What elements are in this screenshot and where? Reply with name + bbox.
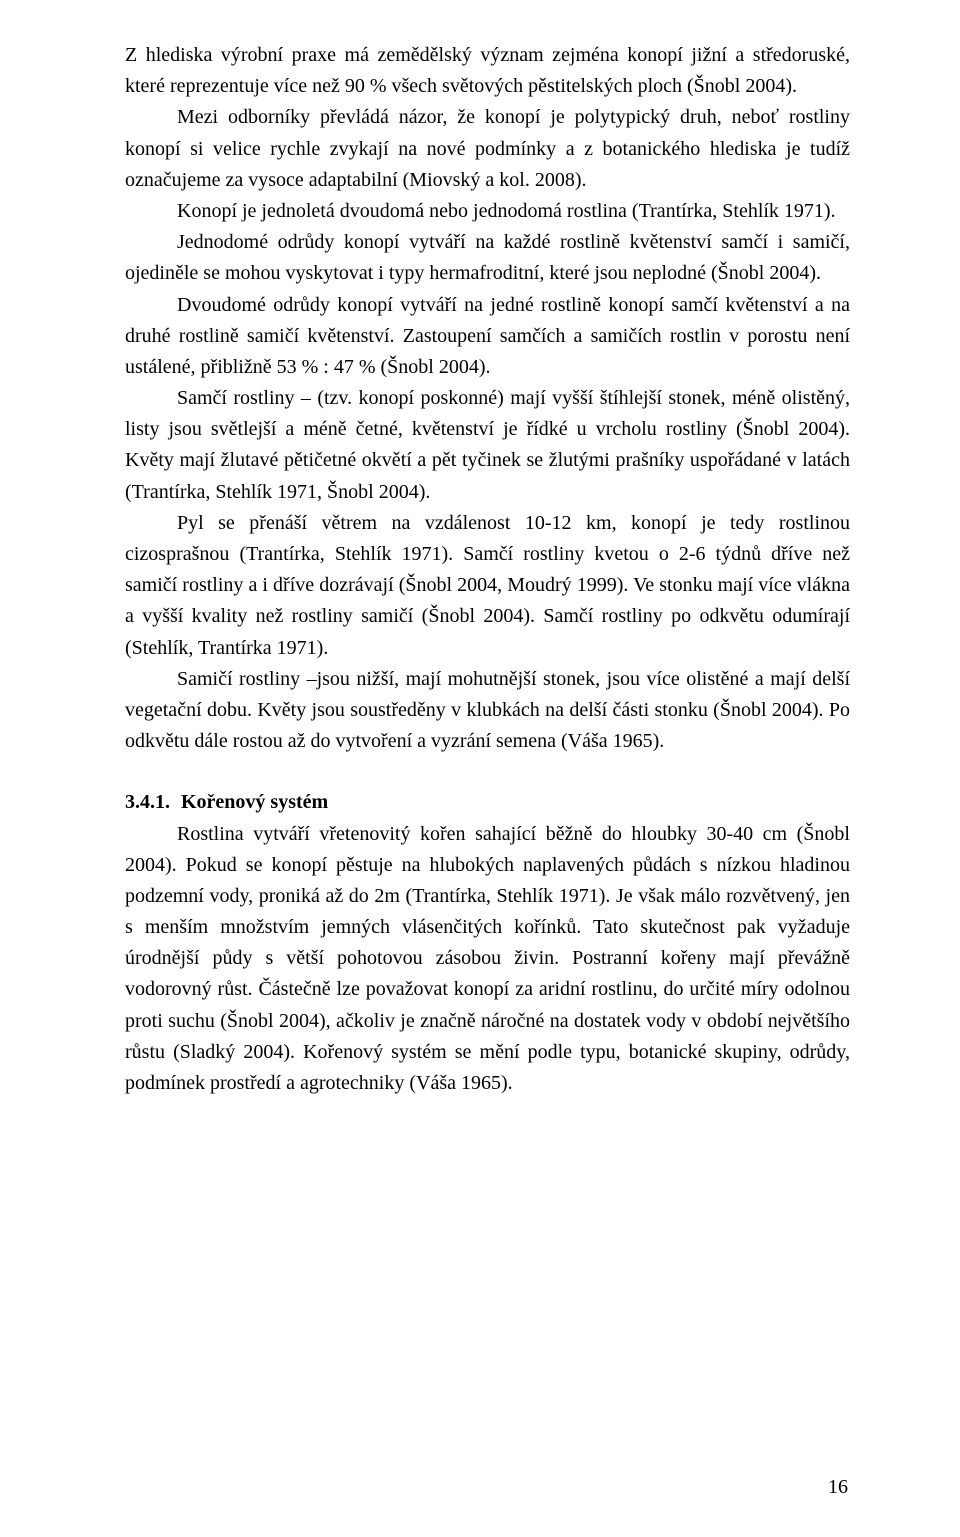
body-paragraph: Mezi odborníky převládá názor, že konopí… [125, 102, 850, 196]
body-paragraph: Samičí rostliny –jsou nižší, mají mohutn… [125, 664, 850, 758]
section-number: 3.4.1. [125, 791, 170, 813]
body-paragraph: Konopí je jednoletá dvoudomá nebo jednod… [125, 196, 850, 227]
body-paragraph: Samčí rostliny – (tzv. konopí poskonné) … [125, 383, 850, 508]
page-number: 16 [828, 1472, 848, 1503]
section-heading: 3.4.1. Kořenový systém [125, 787, 850, 818]
document-page: Z hlediska výrobní praxe má zemědělský v… [0, 0, 960, 1537]
section-spacer [125, 757, 850, 787]
section-title: Kořenový systém [181, 791, 328, 813]
body-paragraph: Dvoudomé odrůdy konopí vytváří na jedné … [125, 290, 850, 384]
body-paragraph: Pyl se přenáší větrem na vzdálenost 10-1… [125, 508, 850, 664]
section-body-paragraph: Rostlina vytváří vřetenovitý kořen sahaj… [125, 819, 850, 1100]
body-paragraph: Jednodomé odrůdy konopí vytváří na každé… [125, 227, 850, 289]
body-paragraph: Z hlediska výrobní praxe má zemědělský v… [125, 40, 850, 102]
